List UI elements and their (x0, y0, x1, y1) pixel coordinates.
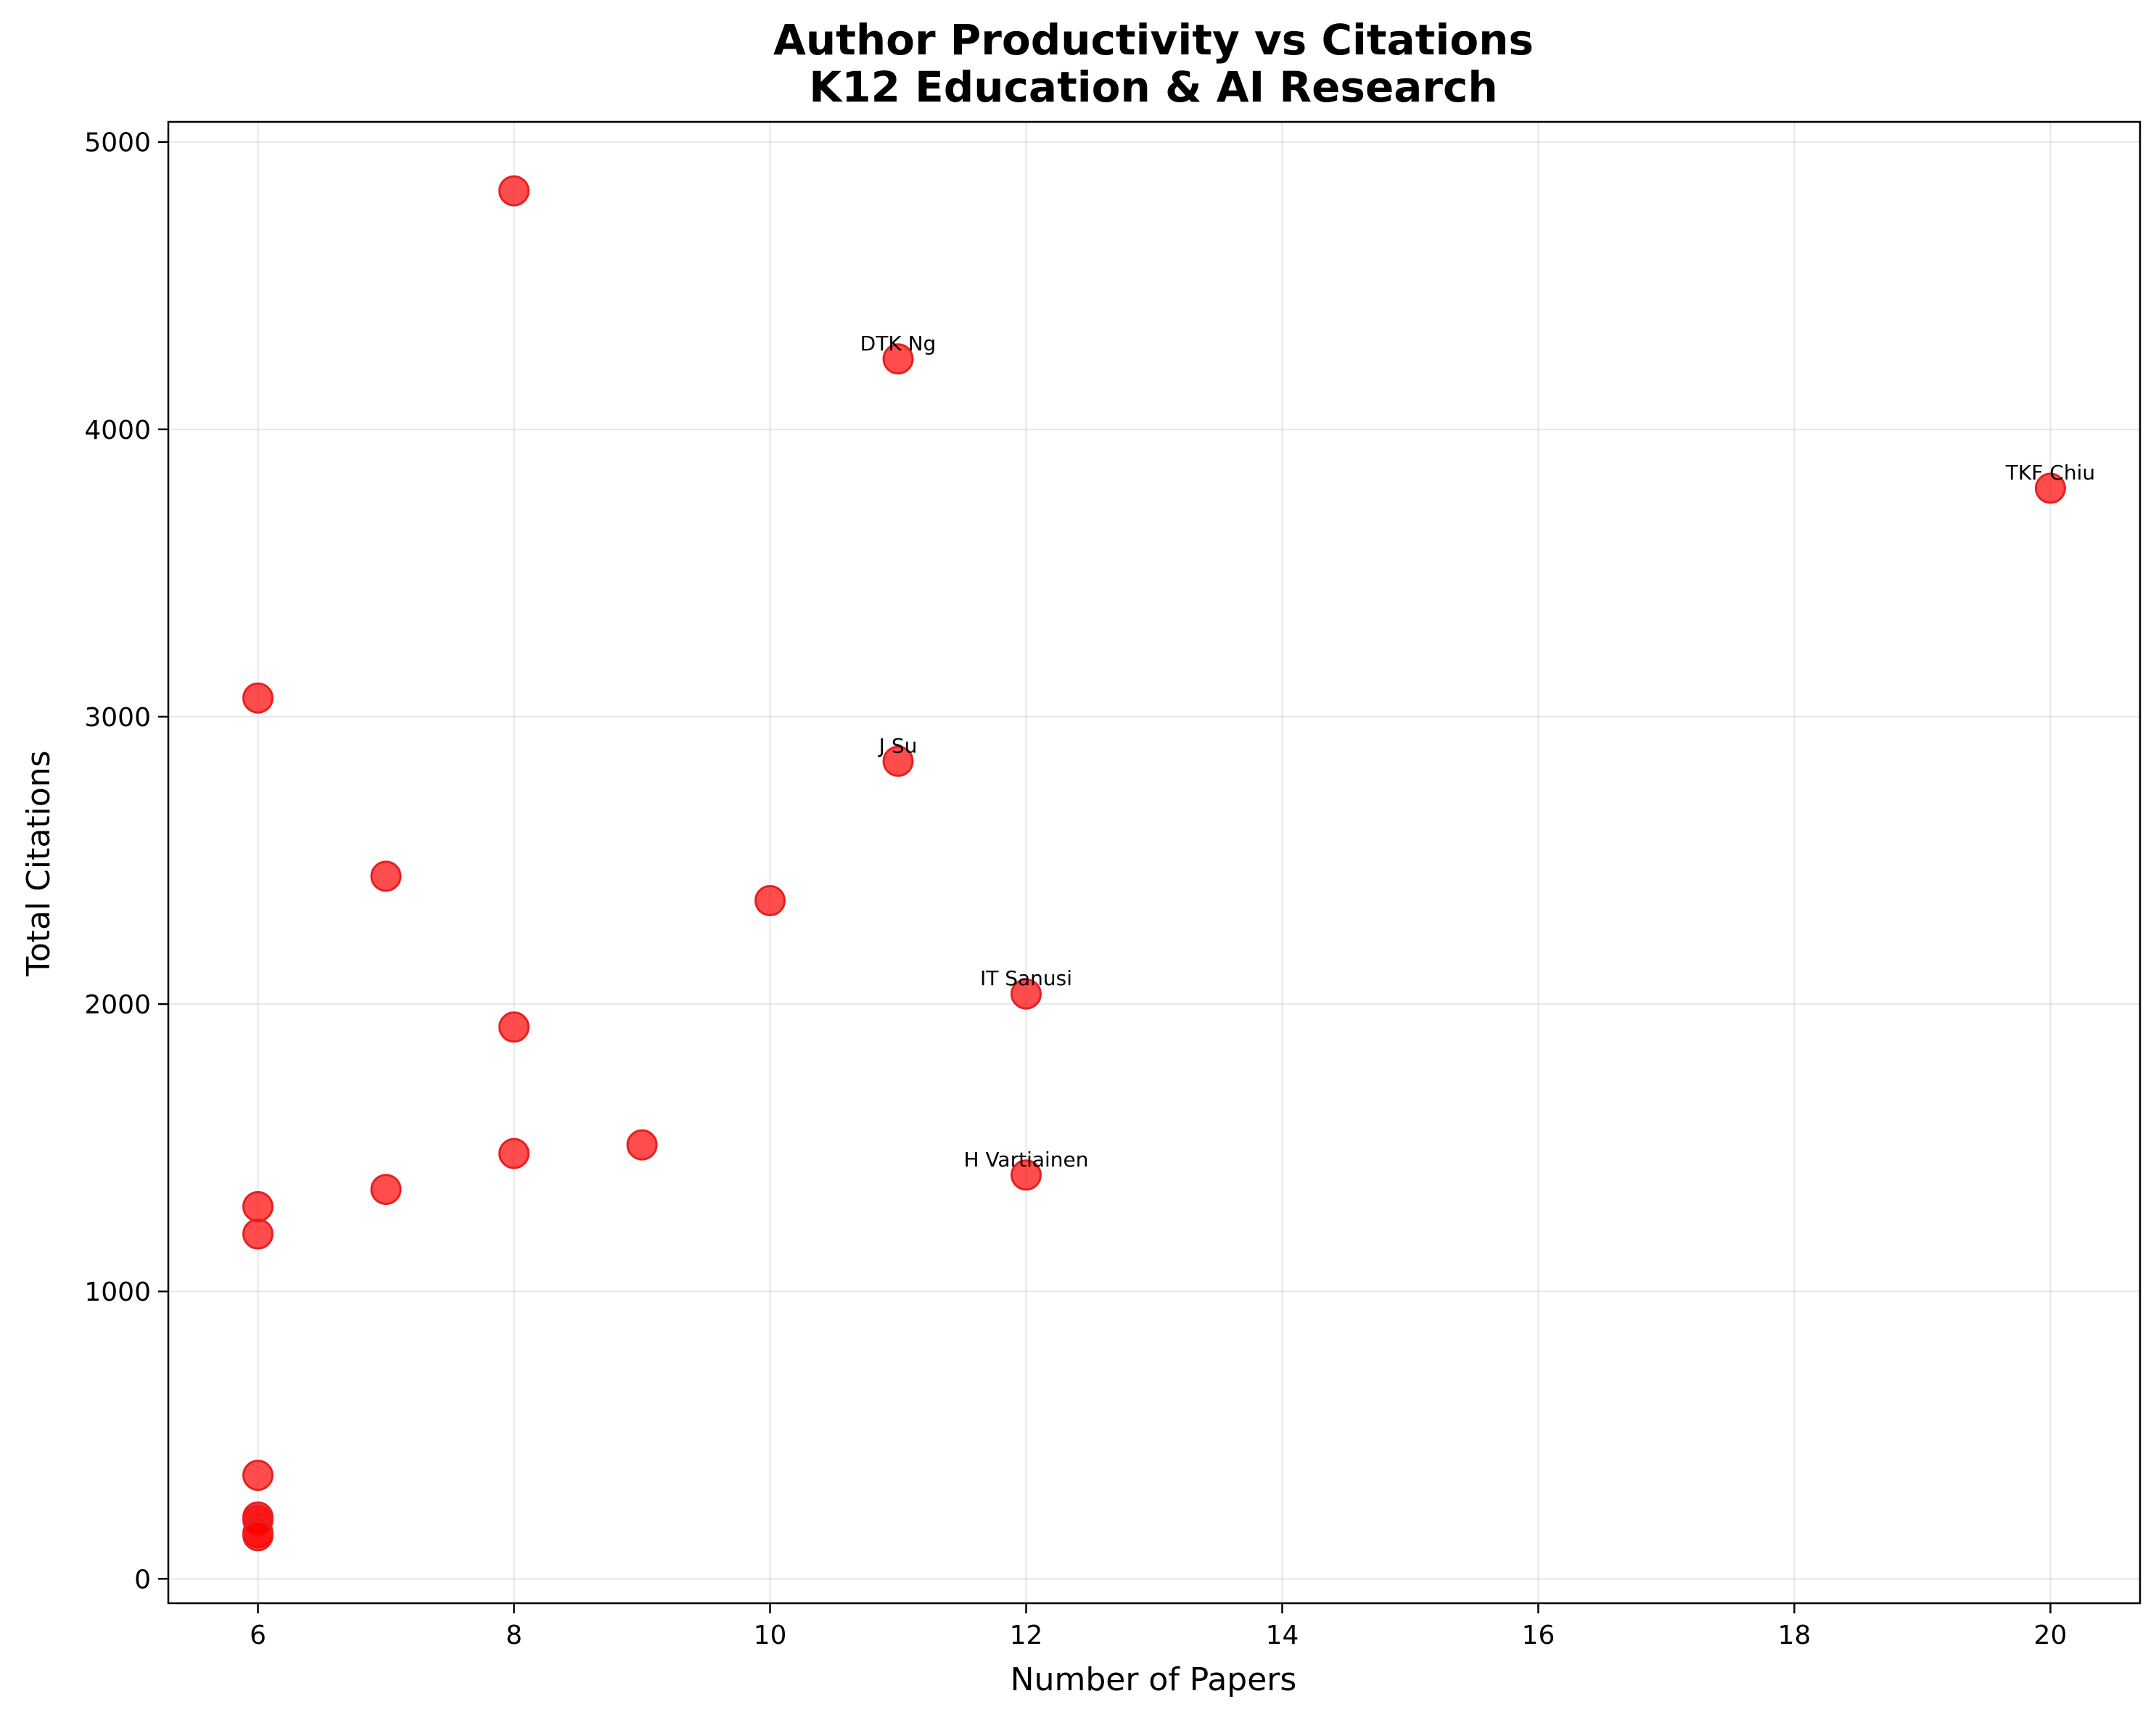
data-point (242, 1460, 274, 1491)
y-tick-label: 4000 (84, 416, 151, 445)
point-annotations: DTK Ng TKF Chiu J Su IT Sanusi H Vartiainen (860, 332, 2095, 1172)
point-label: J Su (878, 733, 918, 757)
data-point (242, 1520, 274, 1552)
point-label: IT Sanusi (980, 966, 1072, 990)
x-axis-ticks: 6 8 10 12 14 16 18 20 (250, 1603, 2067, 1650)
data-points (242, 175, 2066, 1552)
x-tick-label: 12 (1010, 1621, 1043, 1650)
x-tick-label: 6 (250, 1621, 266, 1650)
data-point (370, 1174, 402, 1206)
grid-lines (168, 122, 2140, 1603)
data-point (754, 884, 786, 916)
chart-title: Author Productivity vs Citations (773, 15, 1534, 65)
data-point (498, 1137, 530, 1169)
x-axis-label: Number of Papers (1011, 1661, 1297, 1698)
data-point (1011, 1159, 1042, 1191)
point-label: DTK Ng (860, 332, 937, 355)
data-point (882, 343, 914, 375)
plot-frame (167, 120, 2141, 1605)
data-point (882, 745, 914, 777)
data-point (242, 682, 274, 714)
point-label: H Vartiainen (963, 1148, 1088, 1172)
data-point (626, 1129, 658, 1161)
y-tick-label: 0 (134, 1565, 151, 1595)
data-point (498, 175, 530, 207)
x-tick-label: 18 (1778, 1621, 1811, 1650)
y-axis-ticks: 0 1000 2000 3000 4000 5000 (84, 128, 168, 1595)
y-tick-label: 5000 (84, 128, 151, 158)
data-point (242, 1218, 274, 1250)
x-tick-label: 20 (2034, 1621, 2067, 1650)
data-point (370, 860, 402, 892)
data-point (2034, 472, 2066, 504)
data-point (242, 1190, 274, 1222)
y-tick-label: 3000 (84, 703, 151, 733)
y-axis-label: Total Citations (20, 750, 57, 976)
x-tick-label: 16 (1522, 1621, 1555, 1650)
data-point (498, 1011, 530, 1043)
chart-subtitle: K12 Education & AI Research (809, 62, 1497, 112)
data-point (1011, 978, 1042, 1010)
point-label: TKF Chiu (2005, 461, 2095, 485)
y-tick-label: 2000 (84, 990, 151, 1020)
y-tick-label: 1000 (84, 1277, 151, 1307)
x-tick-label: 10 (754, 1621, 787, 1650)
x-tick-label: 8 (506, 1621, 522, 1650)
x-tick-label: 14 (1266, 1621, 1299, 1650)
